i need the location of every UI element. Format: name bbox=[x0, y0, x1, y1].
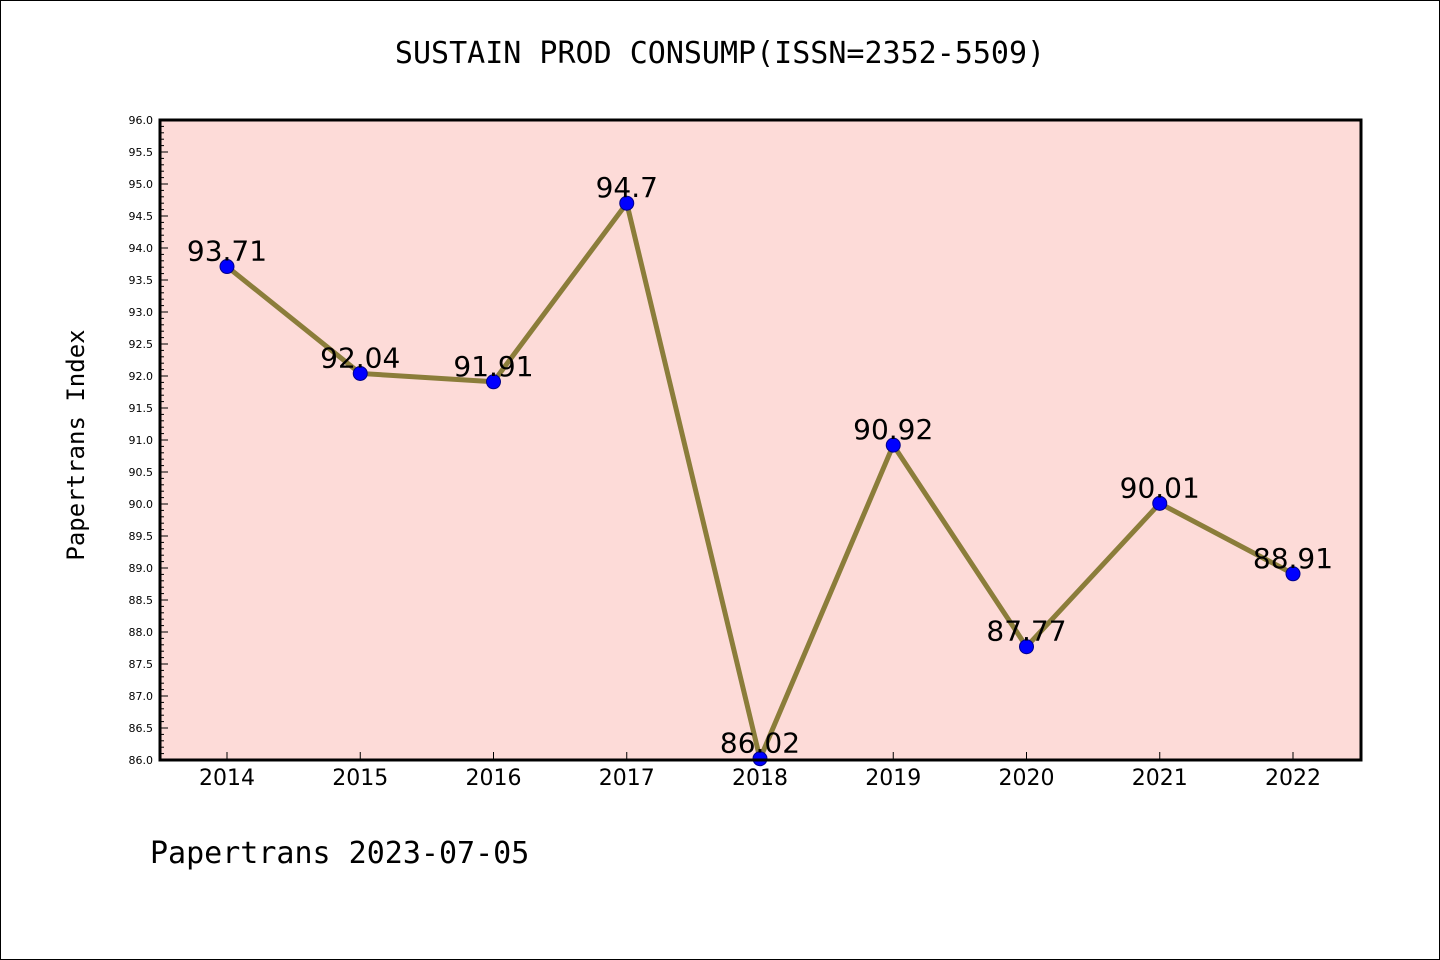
x-tick-label: 2015 bbox=[332, 766, 388, 791]
y-tick-label: 95.0 bbox=[129, 178, 154, 191]
y-tick-label: 92.0 bbox=[129, 370, 154, 383]
data-label: 87.77 bbox=[986, 615, 1066, 648]
data-point bbox=[352, 365, 368, 381]
y-tick-label: 91.5 bbox=[129, 402, 154, 415]
data-point bbox=[1019, 639, 1034, 655]
x-tick-label: 2014 bbox=[199, 766, 255, 791]
y-tick-label: 95.5 bbox=[129, 146, 154, 159]
data-label: 90.92 bbox=[853, 413, 933, 446]
y-tick-label: 93.0 bbox=[129, 306, 154, 319]
footer-credit: Papertrans 2023-07-05 bbox=[150, 836, 530, 871]
plot-border bbox=[158, 118, 1363, 762]
data-point bbox=[486, 374, 501, 390]
data-point bbox=[619, 195, 635, 211]
data-label: 88.91 bbox=[1253, 542, 1333, 575]
plot-area bbox=[160, 120, 1361, 760]
y-tick-label: 88.5 bbox=[129, 594, 154, 607]
y-tick-label: 94.5 bbox=[129, 210, 154, 223]
y-tick-label: 92.5 bbox=[129, 338, 154, 351]
y-tick-label: 90.0 bbox=[129, 498, 154, 511]
x-tick-label: 2017 bbox=[599, 766, 655, 791]
x-tick-label: 2021 bbox=[1132, 766, 1188, 791]
y-tick-label: 90.5 bbox=[129, 466, 154, 479]
x-tick-label: 2019 bbox=[865, 766, 921, 791]
y-tick-label: 86.0 bbox=[129, 754, 154, 767]
data-label: 92.04 bbox=[320, 341, 400, 374]
data-label: 94.7 bbox=[596, 171, 658, 204]
data-label: 90.01 bbox=[1120, 471, 1200, 504]
data-point bbox=[1152, 495, 1168, 511]
data-label: 91.91 bbox=[453, 350, 533, 383]
y-tick-label: 93.5 bbox=[129, 274, 154, 287]
chart-title: SUSTAIN PROD CONSUMP(ISSN=2352-5509) bbox=[394, 36, 1046, 71]
x-tick-label: 2022 bbox=[1265, 766, 1321, 791]
data-point bbox=[219, 259, 235, 275]
y-tick-label: 94.0 bbox=[129, 242, 154, 255]
y-tick-label: 87.5 bbox=[129, 658, 154, 671]
x-tick-label: 2018 bbox=[732, 766, 788, 791]
y-tick-label: 86.5 bbox=[129, 722, 154, 735]
data-label: 86.02 bbox=[720, 727, 800, 760]
x-tick-label: 2016 bbox=[466, 766, 522, 791]
y-tick-label: 89.0 bbox=[129, 562, 154, 575]
data-point bbox=[1285, 566, 1301, 582]
x-tick-label: 2020 bbox=[999, 766, 1055, 791]
y-tick-label: 91.0 bbox=[129, 434, 154, 447]
y-tick-label: 88.0 bbox=[129, 626, 154, 639]
data-label: 93.71 bbox=[187, 235, 267, 268]
y-tick-label: 96.0 bbox=[129, 114, 154, 127]
y-tick-label: 89.5 bbox=[129, 530, 154, 543]
y-tick-label: 87.0 bbox=[129, 690, 154, 703]
data-point bbox=[885, 437, 901, 453]
